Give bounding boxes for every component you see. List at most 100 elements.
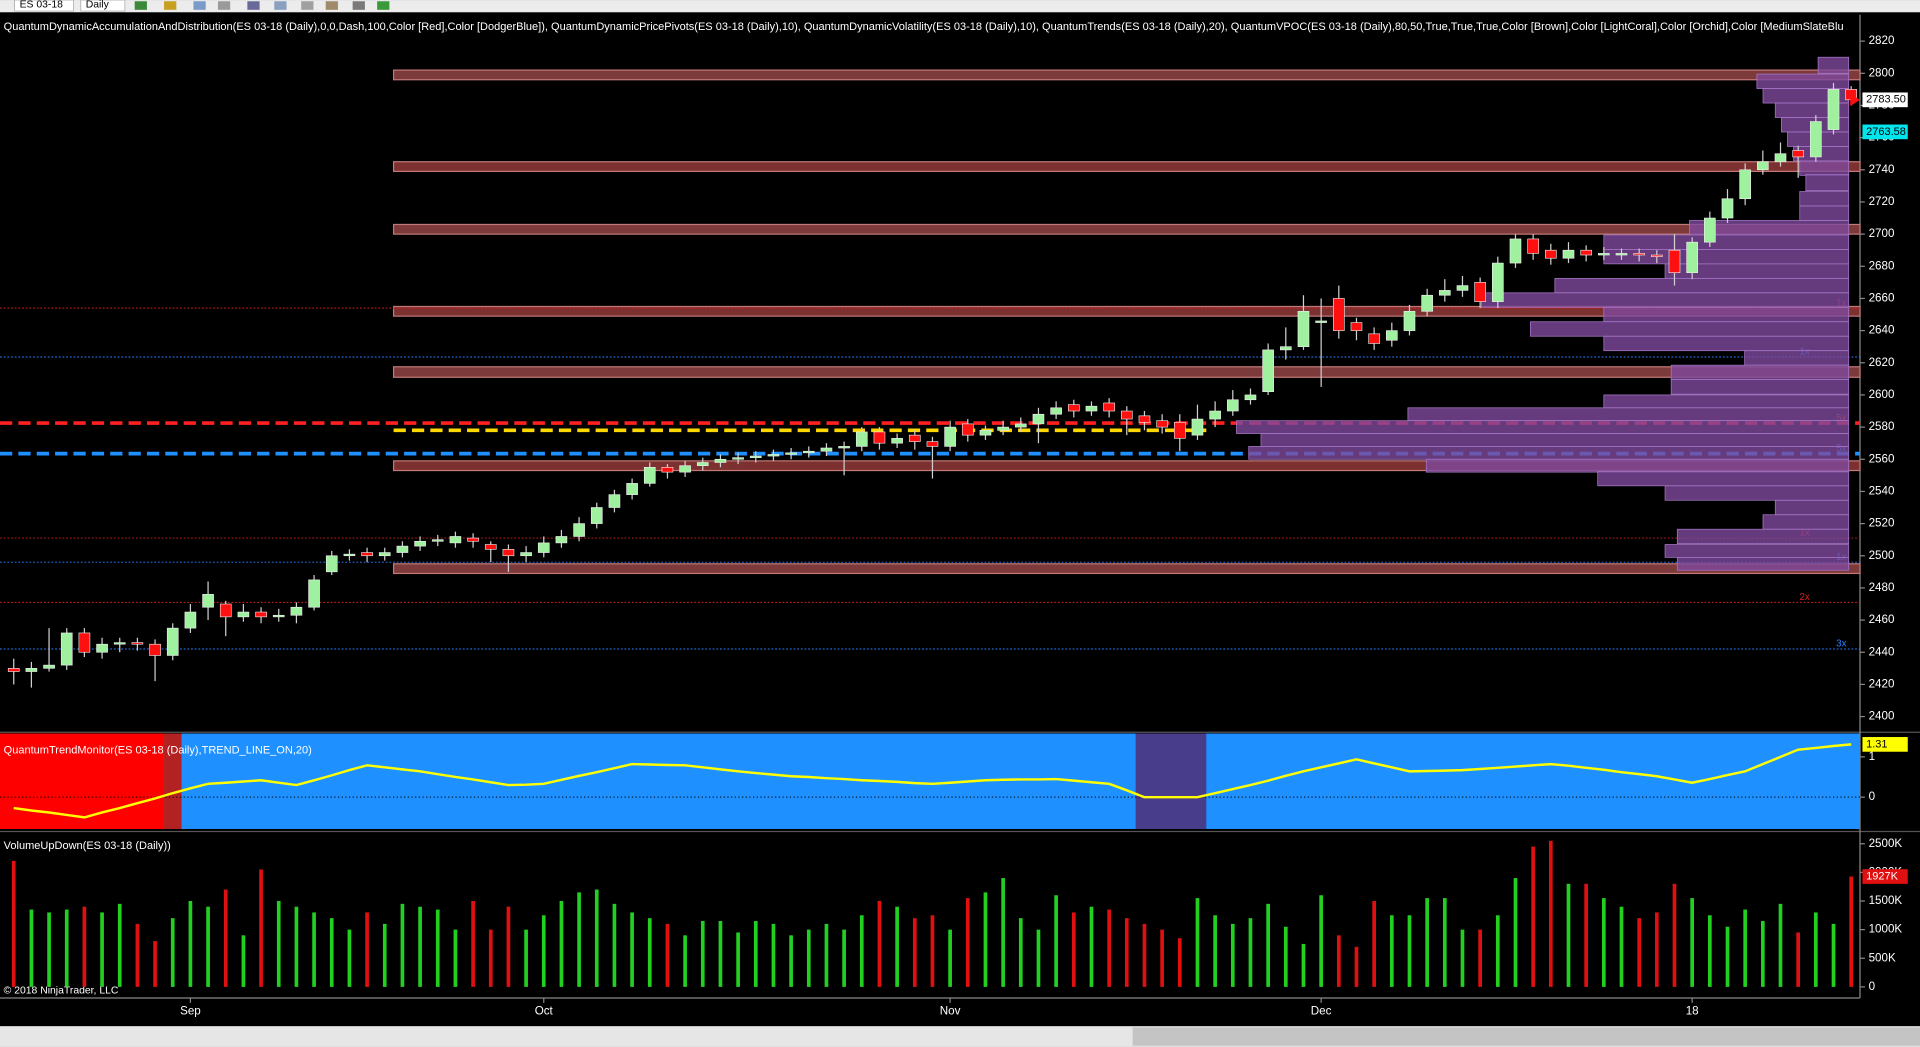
volume-bar [1531, 846, 1535, 987]
candle-body [944, 426, 956, 447]
candle-body [1014, 423, 1027, 428]
last-price-label-box [1862, 92, 1908, 108]
x-tick-label: Sep [180, 1005, 201, 1018]
volume-bar [64, 909, 69, 987]
instrument[interactable]: ES 03-18 [20, 0, 64, 11]
volume-profile-bar [1236, 420, 1850, 434]
candle-body [891, 438, 903, 444]
candle-body [1138, 415, 1151, 423]
volume-bar [877, 900, 882, 987]
x-tick-label: Nov [940, 1005, 961, 1018]
volume-bar [983, 892, 988, 987]
volume-bar [117, 903, 122, 987]
candle-body [1156, 420, 1168, 428]
trend-region [163, 733, 182, 830]
volume-bar [1354, 946, 1359, 987]
candle-body [838, 446, 850, 449]
icon[interactable] [274, 1, 287, 10]
volume-bar [930, 915, 935, 987]
volume-profile-bar [1817, 56, 1850, 74]
candle-body [1050, 407, 1062, 415]
x-tick-label: Dec [1311, 1005, 1332, 1018]
y-tick-label: 1000K [1869, 923, 1903, 936]
icon[interactable] [325, 1, 338, 10]
volume-bar [1107, 909, 1111, 987]
candle-body [60, 632, 73, 666]
y-tick-label: 0 [1869, 790, 1876, 803]
volume-profile-bar [1603, 249, 1850, 265]
candle-body [1085, 405, 1098, 412]
candle-body [308, 579, 320, 608]
trend-last-label: 1.31 [1866, 738, 1887, 750]
volume-bar [1637, 918, 1641, 987]
volume-bar [753, 921, 758, 987]
volume-bar [312, 912, 316, 987]
last-price-label: 2783.50 [1866, 94, 1906, 106]
candle-body [1191, 418, 1204, 436]
marker-label-box [1862, 124, 1908, 140]
volume-bar [206, 906, 210, 987]
volume-bar [1760, 921, 1765, 987]
sr-zone [392, 460, 1861, 472]
volume-bar [1743, 909, 1747, 987]
interval[interactable]: Daily [86, 0, 110, 11]
volume-profile-bar [1529, 321, 1850, 337]
y-tick-label: 500K [1869, 951, 1896, 964]
candle-body [1297, 311, 1310, 347]
volume-bar [824, 923, 829, 987]
volume-bar [294, 906, 299, 987]
volume-profile-bar [1799, 160, 1850, 176]
volume-bar [895, 906, 899, 987]
sr-zone [392, 223, 1861, 235]
icon[interactable] [352, 1, 365, 10]
volume-bar [471, 900, 475, 987]
volume-bar [1389, 915, 1394, 987]
volume-bar [1195, 898, 1200, 987]
candle-body [1421, 294, 1433, 312]
volume-bar [223, 889, 228, 987]
candle-body [1509, 238, 1522, 264]
interval-selector[interactable] [80, 0, 126, 12]
volume-bar [1619, 906, 1624, 987]
volume-bar [435, 909, 440, 987]
volume-profile-bar [1762, 514, 1850, 530]
volume-bar [1319, 895, 1323, 987]
icon[interactable] [247, 1, 260, 10]
volume-bar [1213, 915, 1217, 987]
candle-body [626, 483, 638, 495]
icon[interactable] [193, 1, 206, 10]
icon[interactable] [134, 1, 147, 10]
volume-bar [1372, 900, 1376, 987]
volume-bar [29, 909, 34, 987]
volume-profile-bar [1756, 73, 1850, 89]
icon[interactable] [301, 1, 314, 10]
volume-bar [577, 892, 581, 987]
candle-body [219, 603, 232, 618]
icon[interactable] [377, 1, 390, 10]
candle-body [1226, 399, 1239, 412]
volume-bar [859, 915, 864, 987]
candle-body [1598, 253, 1610, 256]
y-tick-label: 2520 [1869, 517, 1895, 530]
candle-body [1103, 402, 1115, 412]
y-tick-label: 2800 [1869, 66, 1895, 79]
volume-bar [276, 900, 281, 987]
icon[interactable] [164, 1, 177, 10]
volume-bar [1054, 895, 1058, 987]
candle-body [1774, 153, 1787, 163]
volume-bar [453, 929, 458, 987]
candle-body [767, 454, 780, 457]
candle-body [131, 642, 144, 645]
volume-bar [1654, 912, 1659, 987]
scrollbar-thumb[interactable] [1132, 1027, 1920, 1046]
y-tick-label: 2700 [1869, 227, 1895, 240]
volume-bar [170, 918, 175, 987]
volume-bar [329, 918, 334, 987]
instrument-selector[interactable] [14, 0, 74, 12]
candle-body [467, 537, 479, 542]
candle-body [979, 430, 992, 436]
icon[interactable] [217, 1, 231, 10]
candle-body [43, 664, 55, 669]
volume-profile-bar [1805, 174, 1850, 192]
